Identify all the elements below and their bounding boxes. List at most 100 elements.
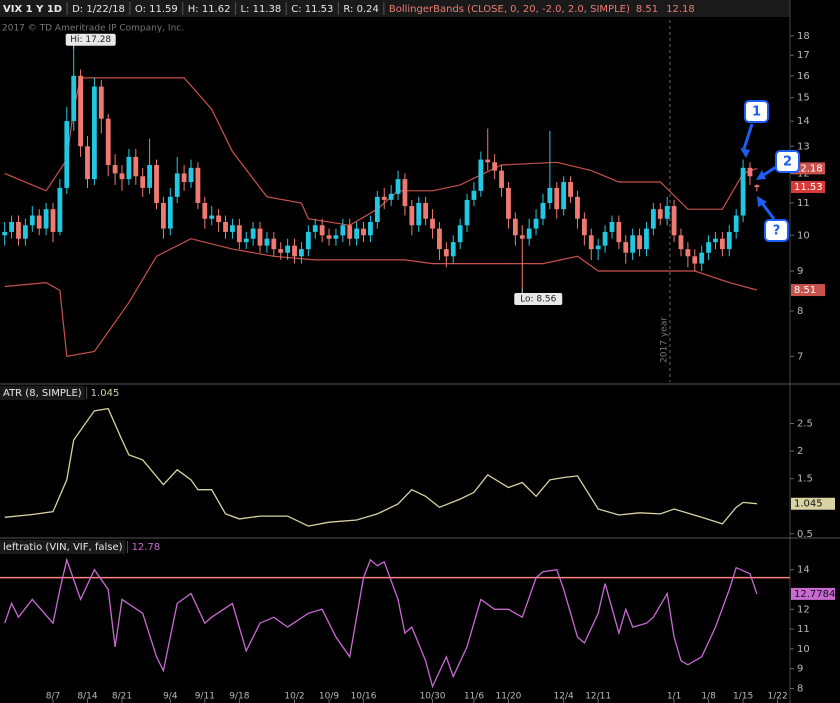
candle-body xyxy=(692,256,698,264)
callout-arrow xyxy=(741,123,754,153)
candle-body xyxy=(540,202,546,219)
candle-body xyxy=(319,225,325,236)
candle-body xyxy=(423,202,429,219)
header-item: D: 1/22/18 xyxy=(72,4,125,15)
panel-value: 12.78 xyxy=(132,542,161,553)
candle-body xyxy=(43,209,49,229)
candle-body xyxy=(292,245,297,257)
candle-body xyxy=(747,167,753,177)
y-tick-label: 13 xyxy=(797,141,810,152)
candle-body xyxy=(644,228,649,250)
candle-body xyxy=(485,159,491,163)
candle-body xyxy=(305,231,311,250)
candle-body xyxy=(78,75,84,147)
callout-label: 2 xyxy=(783,155,792,170)
callout-box xyxy=(764,219,789,242)
candle-body xyxy=(664,206,670,219)
panel-title: ATR (8, SIMPLE) xyxy=(3,388,82,399)
candle-body xyxy=(726,231,732,250)
y-tick-label: 8 xyxy=(797,306,803,317)
y-tick-label: 9 xyxy=(797,664,803,675)
candle-body xyxy=(119,173,125,180)
candle-body xyxy=(471,190,477,200)
candle-body xyxy=(326,235,332,239)
price-label: 12.18 xyxy=(794,163,823,174)
header-item: C: 11.53 xyxy=(291,4,333,15)
y-tick-label: 12 xyxy=(797,604,810,615)
x-tick-label: 10/9 xyxy=(319,692,339,702)
y-tick-label: 15 xyxy=(797,93,810,104)
x-tick-label: 8/21 xyxy=(112,692,132,702)
candle-body xyxy=(437,228,442,250)
candle-body xyxy=(230,225,235,232)
candle-body xyxy=(92,86,97,180)
candle-body xyxy=(340,225,346,236)
x-tick-label: 11/6 xyxy=(464,692,484,702)
header-item: H: 11.62 xyxy=(188,4,231,15)
candle-body xyxy=(650,209,656,229)
candle-body xyxy=(64,121,70,188)
study-value: 8.51 xyxy=(636,4,658,15)
candle-body xyxy=(575,196,580,219)
value-label: 12.7784 xyxy=(794,589,835,600)
candle-body xyxy=(450,242,456,257)
study-value: 12.18 xyxy=(666,4,695,15)
y-tick-label: 2.5 xyxy=(797,419,813,430)
candle-body xyxy=(657,209,663,219)
candle-body xyxy=(285,245,291,253)
y-tick-label: 7 xyxy=(797,351,803,362)
candle-body xyxy=(85,146,90,180)
x-tick-label: 1/1 xyxy=(667,692,681,702)
price-label-box xyxy=(791,180,825,193)
candle-body xyxy=(216,215,222,222)
candle-body xyxy=(671,206,677,236)
x-tick-label: 1/22 xyxy=(767,692,787,702)
y-tick-label: 16 xyxy=(797,71,810,82)
candle-body xyxy=(105,118,111,166)
candle-body xyxy=(630,235,636,253)
candle-body xyxy=(354,228,360,239)
candle-body xyxy=(22,225,28,239)
y-tick-label: 14 xyxy=(797,116,810,127)
candle-body xyxy=(361,228,366,236)
y-tick-label: 14 xyxy=(797,565,810,576)
callout-arrow xyxy=(760,202,776,220)
candle-body xyxy=(699,252,705,264)
candle-body xyxy=(312,225,318,232)
candle-body xyxy=(595,245,601,250)
candle-body xyxy=(374,196,380,222)
candle-body xyxy=(195,167,201,203)
candle-body xyxy=(167,196,173,229)
x-tick-label: 8/7 xyxy=(46,692,60,702)
candle-body xyxy=(388,193,394,200)
candle-body xyxy=(333,235,339,239)
y-tick-label: 17 xyxy=(797,50,810,61)
value-label-box xyxy=(791,587,835,600)
candle-body xyxy=(526,228,532,239)
candle-body xyxy=(416,202,422,226)
candle-body xyxy=(368,221,373,236)
y-tick-label: 0.5 xyxy=(797,529,813,540)
callout-label: 1 xyxy=(752,105,761,120)
x-tick-label: 12/4 xyxy=(554,692,574,702)
candle-body xyxy=(588,235,594,250)
candle-body xyxy=(533,218,539,229)
candle-body xyxy=(98,86,104,119)
candle-body xyxy=(602,231,608,246)
x-tick-label: 10/30 xyxy=(420,692,446,702)
y-tick-label: 1.5 xyxy=(797,474,813,485)
callout-arrow xyxy=(761,165,777,178)
candle-body xyxy=(16,221,21,239)
candle-body xyxy=(223,221,228,232)
candle-body xyxy=(457,225,463,243)
candle-body xyxy=(492,162,498,171)
candle-body xyxy=(623,242,629,253)
candle-body xyxy=(264,238,270,246)
candle-body xyxy=(140,176,146,188)
candle-body xyxy=(147,165,153,188)
candle-body xyxy=(719,238,725,250)
candle-body xyxy=(257,228,263,246)
panel-value: 1.045 xyxy=(91,388,120,399)
candle-body xyxy=(71,75,77,122)
candle-body xyxy=(243,238,249,243)
